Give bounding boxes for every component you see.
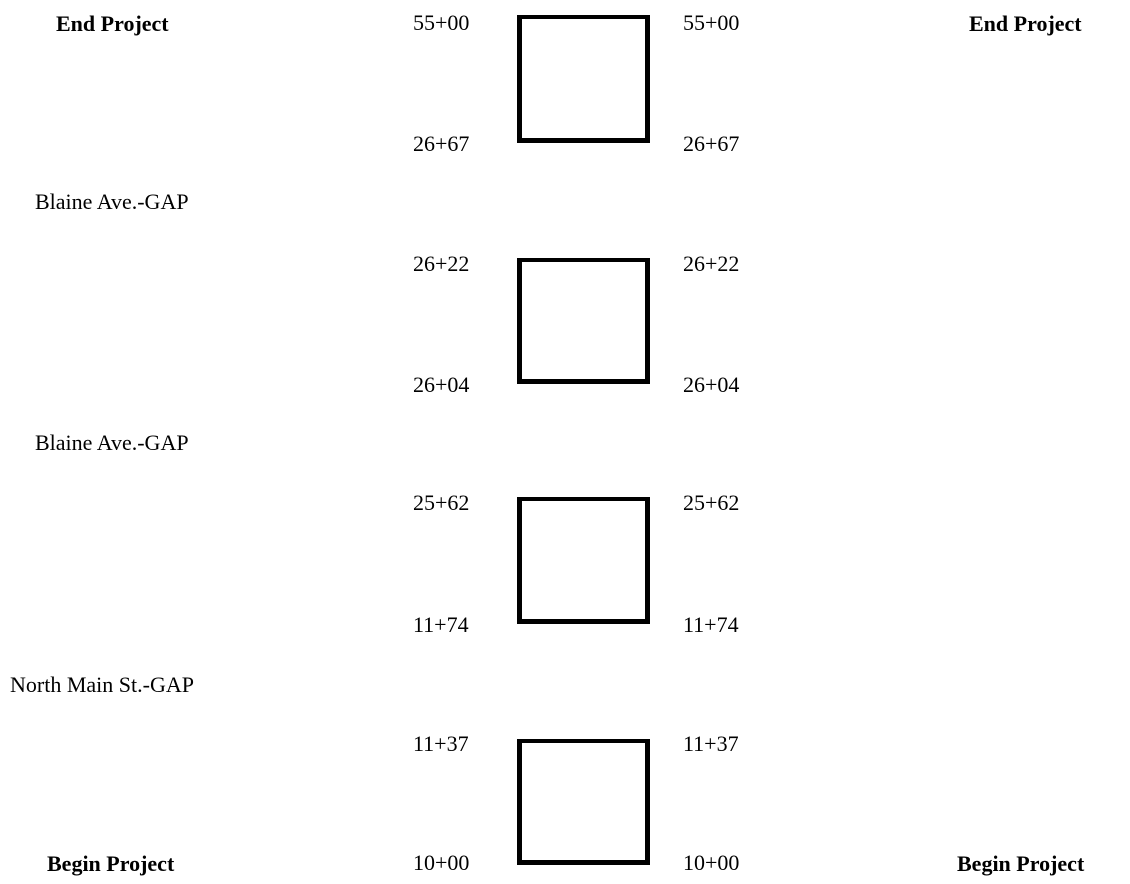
segment-4-start-station-left: 11+37 (413, 731, 469, 756)
segment-1-box (517, 15, 650, 143)
segment-2-box (517, 258, 650, 384)
end-project-label-right: End Project (969, 11, 1082, 36)
segment-4-box (517, 739, 650, 865)
begin-project-label-left: Begin Project (47, 851, 175, 876)
segment-1-start-station-left: 55+00 (413, 10, 470, 35)
end-project-label-left: End Project (56, 11, 169, 36)
gap-3-label: North Main St.-GAP (10, 672, 194, 697)
segment-3-end-station-right: 11+74 (683, 612, 739, 637)
segment-2-start-station-left: 26+22 (413, 251, 470, 276)
gap-1-label: Blaine Ave.-GAP (35, 189, 189, 214)
segment-3-start-station-right: 25+62 (683, 490, 740, 515)
begin-project-label-right: Begin Project (957, 851, 1085, 876)
segment-1-end-station-left: 26+67 (413, 131, 470, 156)
segment-3-end-station-left: 11+74 (413, 612, 469, 637)
segment-3-box (517, 497, 650, 624)
segment-4-end-station-right: 10+00 (683, 850, 740, 875)
segment-2-end-station-left: 26+04 (413, 372, 470, 397)
segment-2-end-station-right: 26+04 (683, 372, 740, 397)
segment-2-start-station-right: 26+22 (683, 251, 740, 276)
segment-4-end-station-left: 10+00 (413, 850, 470, 875)
segment-4-start-station-right: 11+37 (683, 731, 739, 756)
segment-1-end-station-right: 26+67 (683, 131, 740, 156)
segment-3-start-station-left: 25+62 (413, 490, 470, 515)
segment-1-start-station-right: 55+00 (683, 10, 740, 35)
gap-2-label: Blaine Ave.-GAP (35, 430, 189, 455)
